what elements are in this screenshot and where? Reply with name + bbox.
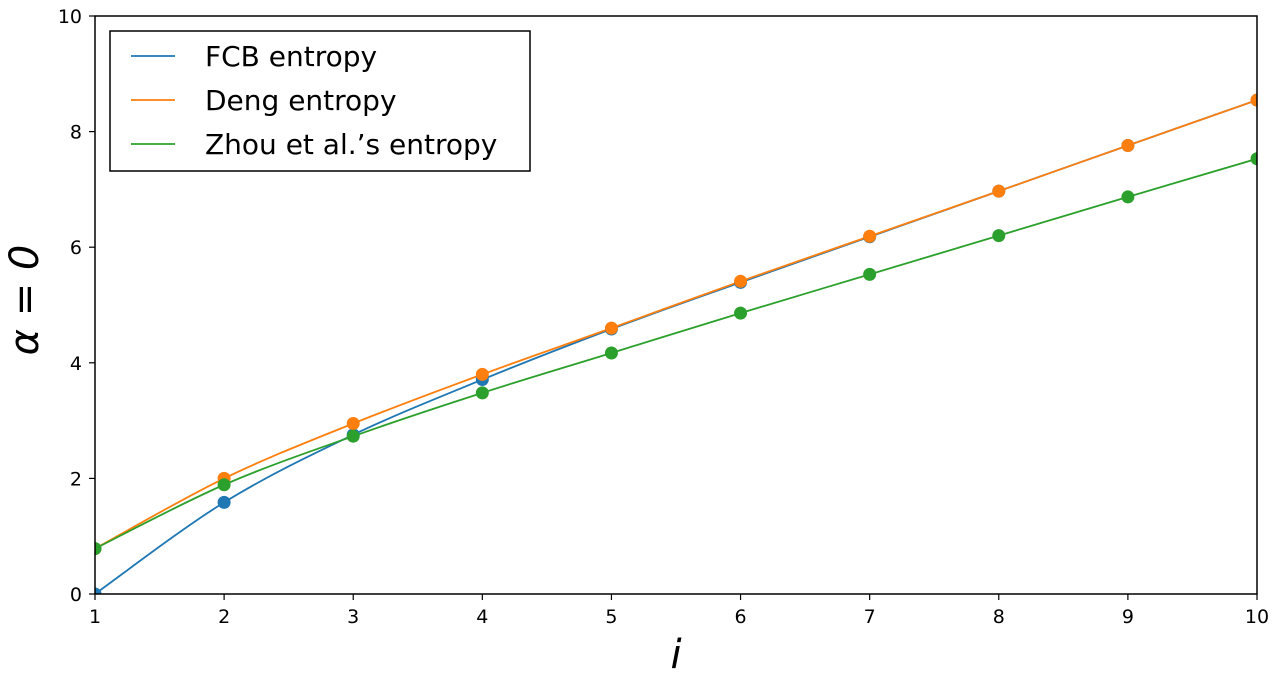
x-tick-label: 3 bbox=[347, 606, 359, 628]
y-tick-label: 4 bbox=[70, 353, 82, 375]
plot-area bbox=[95, 93, 1257, 594]
x-tick-label: 5 bbox=[605, 606, 617, 628]
legend-label-2: Deng entropy bbox=[205, 84, 397, 117]
x-tick-label: 6 bbox=[735, 606, 747, 628]
y-axis-title: α = 0 bbox=[2, 245, 48, 356]
series-2-point bbox=[604, 321, 618, 335]
plot-inner bbox=[95, 93, 1257, 594]
legend-box bbox=[109, 30, 531, 172]
series-3-point bbox=[992, 229, 1006, 243]
x-tick-label: 9 bbox=[1122, 606, 1134, 628]
series-3-point bbox=[217, 478, 231, 492]
series-line-1 bbox=[95, 99, 1257, 594]
series-1-point bbox=[217, 495, 231, 509]
series-2-point bbox=[475, 367, 489, 381]
x-axis-title: i bbox=[670, 632, 681, 673]
series-line-3 bbox=[95, 157, 1257, 550]
x-tick-label: 2 bbox=[218, 606, 230, 628]
series-2-point bbox=[863, 229, 877, 243]
y-tick-label: 8 bbox=[70, 122, 82, 144]
x-tick-label: 4 bbox=[476, 606, 488, 628]
series-line-2 bbox=[95, 99, 1257, 550]
x-tick-label: 10 bbox=[1245, 606, 1269, 628]
series-3-point bbox=[604, 346, 618, 360]
series-2-point bbox=[734, 274, 748, 288]
x-tick-label: 7 bbox=[864, 606, 876, 628]
series-2-point bbox=[346, 416, 360, 430]
y-tick-label: 6 bbox=[70, 237, 82, 259]
axes: 1 2 3 4 5 6 7 8 9 10 0 2 4 6 8 10 bbox=[58, 6, 1269, 628]
series-2-point bbox=[1250, 93, 1257, 107]
series-1-point bbox=[95, 587, 102, 594]
series-2-point bbox=[1121, 138, 1135, 152]
axes-frame bbox=[94, 15, 1258, 595]
series-2-point bbox=[992, 184, 1006, 198]
series-3-point bbox=[863, 267, 877, 281]
legend-label-3: Zhou et al.’s entropy bbox=[205, 128, 497, 161]
series-3-point bbox=[734, 306, 748, 320]
series-3-point bbox=[475, 386, 489, 400]
y-tick-label: 2 bbox=[70, 468, 82, 490]
y-tick-label: 10 bbox=[58, 6, 82, 28]
legend-label-1: FCB entropy bbox=[205, 40, 377, 73]
series-3-point bbox=[346, 429, 360, 443]
y-tick-label: 0 bbox=[70, 584, 82, 606]
x-tick-label: 8 bbox=[993, 606, 1005, 628]
series-3-point bbox=[1121, 190, 1135, 204]
series-3-point bbox=[1250, 152, 1257, 166]
legend: FCB entropy Deng entropy Zhou et al.’s ent… bbox=[109, 30, 531, 172]
x-tick-label: 1 bbox=[89, 606, 101, 628]
series-3-point bbox=[95, 542, 102, 556]
